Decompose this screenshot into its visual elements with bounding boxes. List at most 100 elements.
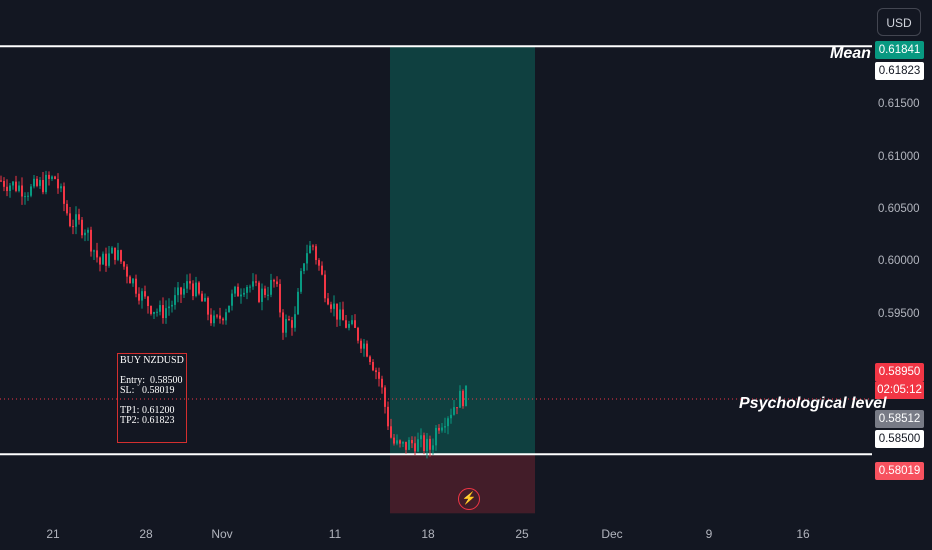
x-tick-label: 16 xyxy=(796,527,810,541)
candle-up xyxy=(51,176,53,179)
candle-up xyxy=(246,287,248,293)
note-title: BUY NZDUSD xyxy=(120,355,184,366)
candle-up xyxy=(177,287,179,296)
candle-up xyxy=(267,294,269,296)
candle-down xyxy=(345,320,347,328)
candle-down xyxy=(201,293,203,302)
candle-down xyxy=(366,343,368,357)
candle-up xyxy=(165,308,167,319)
candle-up xyxy=(396,440,398,444)
candle-down xyxy=(135,278,137,294)
note-stop-loss: SL: 0.58019 xyxy=(120,385,175,396)
candle-down xyxy=(279,284,281,313)
currency-selector-button[interactable]: USD xyxy=(877,8,921,36)
candle-up xyxy=(60,186,62,189)
candle-down xyxy=(384,387,386,407)
candle-up xyxy=(402,441,404,444)
candle-down xyxy=(21,185,23,197)
note-tp1: TP1: 0.61200 xyxy=(120,405,175,416)
candle-up xyxy=(174,295,176,305)
candle-up xyxy=(168,306,170,309)
candle-down xyxy=(288,319,290,321)
candle-down xyxy=(462,390,464,407)
candle-down xyxy=(315,246,317,261)
candle-up xyxy=(261,288,263,302)
x-tick-label: 11 xyxy=(328,527,342,541)
candle-down xyxy=(357,327,359,341)
candle-up xyxy=(459,390,461,408)
y-tick-label: 0.60000 xyxy=(878,255,920,267)
candle-down xyxy=(150,305,152,314)
candle-up xyxy=(432,445,434,450)
candle-up xyxy=(435,427,437,446)
candle-down xyxy=(198,282,200,294)
lightning-icon[interactable]: ⚡ xyxy=(458,488,480,510)
candle-down xyxy=(369,356,371,362)
candle-down xyxy=(63,186,65,204)
candle-up xyxy=(195,282,197,297)
candle-up xyxy=(27,195,29,197)
candle-up xyxy=(243,292,245,295)
candle-up xyxy=(447,418,449,427)
candle-up xyxy=(108,253,110,266)
candle-down xyxy=(72,226,74,228)
candle-up xyxy=(75,214,77,227)
candle-down xyxy=(129,276,131,284)
candle-down xyxy=(42,180,44,193)
candle-up xyxy=(300,271,302,292)
candle-up xyxy=(450,414,452,419)
ask-price-tag: 0.61841 xyxy=(875,41,924,59)
candle-down xyxy=(126,266,128,277)
x-tick-label: Nov xyxy=(211,527,233,541)
candle-up xyxy=(348,323,350,328)
candle-down xyxy=(48,174,50,179)
candle-down xyxy=(393,437,395,444)
candle-down xyxy=(15,181,17,191)
stop-loss-price-tag: 0.58019 xyxy=(875,462,924,480)
candle-up xyxy=(111,247,113,254)
candle-down xyxy=(105,253,107,266)
candle-down xyxy=(144,291,146,297)
bid-price-tag: 0.58512 xyxy=(875,410,924,428)
candle-up xyxy=(234,286,236,294)
candle-up xyxy=(270,279,272,295)
candle-up xyxy=(285,319,287,333)
candle-down xyxy=(387,406,389,427)
candle-down xyxy=(99,257,101,265)
candle-down xyxy=(360,340,362,349)
candle-up xyxy=(9,185,11,192)
candle-up xyxy=(240,294,242,297)
trade-setup-note[interactable]: BUY NZDUSD Entry: 0.58500 SL: 0.58019 TP… xyxy=(117,353,187,443)
candle-down xyxy=(276,281,278,285)
candle-down xyxy=(120,250,122,262)
mean-price-tag: 0.61823 xyxy=(875,62,924,80)
candle-up xyxy=(171,304,173,307)
candle-up xyxy=(252,281,254,287)
candle-up xyxy=(408,440,410,450)
candle-up xyxy=(102,253,104,265)
candle-down xyxy=(36,178,38,186)
candle-down xyxy=(291,320,293,328)
candle-down xyxy=(456,407,458,409)
candle-up xyxy=(363,343,365,349)
candle-up xyxy=(231,293,233,306)
candle-down xyxy=(162,305,164,319)
candle-down xyxy=(438,427,440,431)
candle-down xyxy=(54,176,56,179)
candle-up xyxy=(213,315,215,324)
note-tp2: TP2: 0.61823 xyxy=(120,415,175,426)
candle-down xyxy=(6,186,8,192)
y-tick-label: 0.61500 xyxy=(878,98,920,110)
candle-up xyxy=(93,250,95,252)
psychological-level-label: Psychological level xyxy=(739,395,887,412)
candle-down xyxy=(258,282,260,302)
candle-down xyxy=(273,279,275,282)
candle-down xyxy=(219,315,221,319)
candle-down xyxy=(342,309,344,321)
bar-countdown-timer: 02:05:12 xyxy=(875,382,924,399)
candle-down xyxy=(210,314,212,324)
candle-down xyxy=(405,441,407,450)
mean-line-label: Mean xyxy=(830,45,871,62)
candle-down xyxy=(207,297,209,315)
